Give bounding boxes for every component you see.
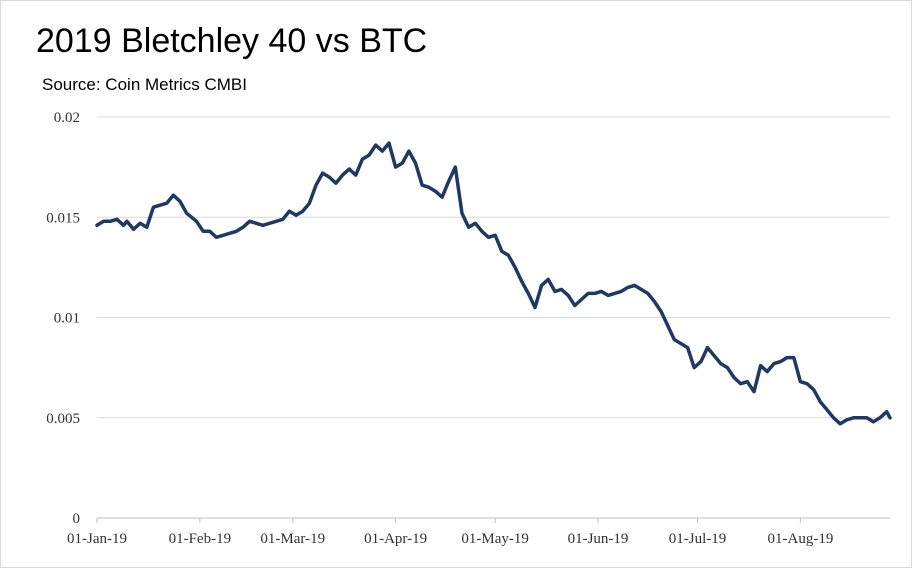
chart-subtitle: Source: Coin Metrics CMBI	[42, 75, 247, 94]
y-tick-label: 0.005	[46, 411, 80, 427]
y-tick-label: 0.02	[54, 110, 80, 126]
x-tick-label: 01-May-19	[461, 531, 529, 547]
x-tick-label: 01-Jan-19	[67, 531, 127, 547]
y-tick-label: 0.01	[54, 311, 80, 327]
x-tick-label: 01-Feb-19	[169, 531, 232, 547]
gridlines	[97, 116, 890, 419]
x-axis	[96, 517, 890, 523]
x-tick-label: 01-Jul-19	[669, 531, 727, 547]
y-tick-label: 0	[73, 511, 81, 527]
chart-title: 2019 Bletchley 40 vs BTC	[36, 22, 428, 60]
x-axis-labels: 01-Jan-19 01-Feb-19 01-Mar-19 01-Apr-19 01-M…	[67, 531, 833, 547]
series-group	[95, 141, 892, 426]
x-tick-label: 01-Jun-19	[568, 531, 629, 547]
series-line	[95, 141, 892, 426]
y-axis-labels: 0 0.005 0.01 0.015 0.02	[46, 110, 80, 527]
y-tick-label: 0.015	[46, 210, 80, 226]
x-tick-label: 01-Aug-19	[768, 531, 834, 547]
x-tick-label: 01-Apr-19	[364, 531, 427, 547]
x-tick-label: 01-Mar-19	[260, 531, 325, 547]
